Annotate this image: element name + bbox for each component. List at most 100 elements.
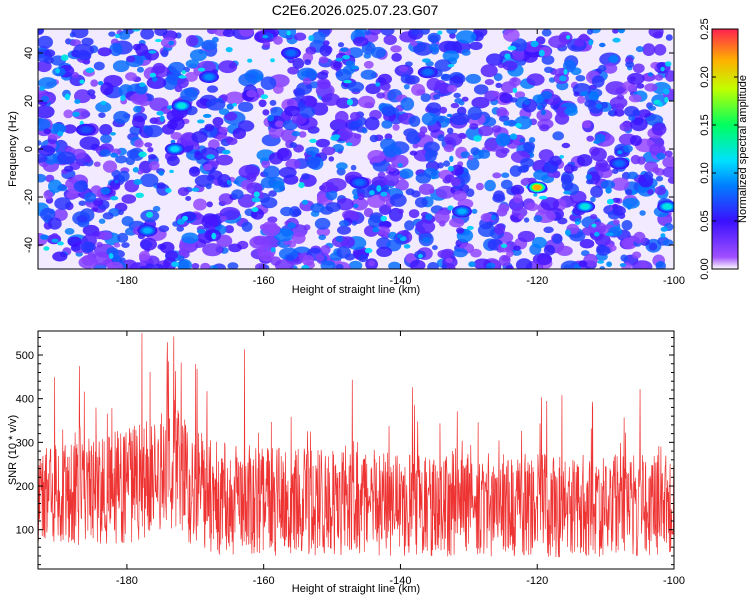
heatmap-speckle <box>130 92 148 105</box>
heatmap-speckle <box>224 225 234 234</box>
heatmap-speckle <box>120 95 126 102</box>
heatmap-speckle <box>316 71 329 80</box>
bottom-x-ticks: -180 -160 -140 -120 -100 <box>116 331 685 587</box>
x-tick-label: -100 <box>663 575 685 587</box>
heatmap-speckle <box>168 40 175 46</box>
heatmap-speckle <box>517 230 536 243</box>
heatmap-speckle <box>605 187 612 194</box>
heatmap-speckle <box>154 38 162 43</box>
colorbar-tick-label: 0.15 <box>699 114 711 135</box>
heatmap-speckle <box>140 29 155 40</box>
heatmap-speckle <box>432 94 441 100</box>
heatmap-speckle <box>310 203 325 213</box>
heatmap-speckle <box>201 39 218 51</box>
heatmap-speckle <box>348 260 363 269</box>
y-tick-label: 100 <box>16 525 34 537</box>
heatmap-speckle <box>631 189 637 195</box>
heatmap-speckle <box>83 192 97 203</box>
heatmap-speckle <box>319 44 332 57</box>
heatmap-speckle <box>500 179 513 190</box>
heatmap-speckle <box>151 76 158 82</box>
heatmap-speckle <box>345 60 356 68</box>
y-tick-label: 300 <box>16 437 34 449</box>
heatmap-speckle <box>252 236 266 246</box>
heatmap-speckle <box>321 146 336 156</box>
colorbar-title: Normalized spectral amplitude <box>737 75 749 223</box>
heatmap-speckle <box>625 61 635 68</box>
heatmap-speckle <box>78 200 87 206</box>
heatmap-speckle <box>469 41 483 51</box>
heatmap-speckle <box>593 140 601 144</box>
heatmap-speckle <box>108 31 116 37</box>
heatmap-speckle <box>335 57 343 62</box>
heatmap-speckle <box>417 253 423 259</box>
heatmap-speckle <box>318 56 329 64</box>
heatmap-speckle <box>621 237 638 250</box>
heatmap-speckle <box>43 246 50 251</box>
heatmap-speckle <box>317 79 331 90</box>
heatmap-speckle <box>93 61 105 71</box>
heatmap-peaks <box>75 47 674 237</box>
heatmap-speckle <box>226 103 234 110</box>
heatmap-speckle <box>218 126 229 134</box>
heatmap-speckle <box>650 145 660 153</box>
heatmap-speckle <box>57 241 64 246</box>
heatmap-speckle <box>370 46 387 59</box>
heatmap-speckle <box>561 142 571 149</box>
heatmap-speckle <box>148 50 157 54</box>
heatmap-speckle <box>156 111 164 116</box>
heatmap-speckle <box>627 171 639 180</box>
heatmap-peak <box>137 224 158 237</box>
heatmap-y-axis-title: Frequency (Hz) <box>7 111 19 187</box>
heatmap-speckle <box>149 72 157 78</box>
heatmap-speckle <box>523 99 531 105</box>
heatmap-speckle <box>76 215 88 223</box>
heatmap-speckle <box>449 75 464 88</box>
heatmap-speckle <box>376 185 382 192</box>
y-tick-label: 200 <box>16 481 34 493</box>
heatmap-speckle <box>261 159 271 169</box>
heatmap-speckle <box>54 197 72 210</box>
heatmap-speckle <box>381 120 393 129</box>
heatmap-speckle <box>432 245 438 251</box>
heatmap-speckle <box>225 47 233 53</box>
heatmap-speckle <box>87 89 96 96</box>
heatmap-speckle <box>404 220 415 231</box>
top-x-ticks: -180 -160 -140 -120 -100 <box>116 29 685 287</box>
heatmap-speckle <box>176 225 184 232</box>
heatmap-speckle <box>405 188 415 196</box>
heatmap-speckle <box>241 221 253 232</box>
heatmap-speckle <box>541 29 552 37</box>
heatmap-speckle <box>177 218 185 225</box>
heatmap-speckle <box>220 215 227 222</box>
x-tick-label: -120 <box>526 275 548 287</box>
heatmap-speckle <box>138 250 151 261</box>
heatmap-speckle <box>380 138 396 151</box>
heatmap-speckle <box>647 72 654 77</box>
heatmap-speckle <box>600 102 609 109</box>
heatmap-speckle <box>499 92 513 104</box>
heatmap-speckle <box>498 254 511 267</box>
heatmap-speckle <box>64 93 71 101</box>
heatmap-speckle <box>563 190 571 195</box>
heatmap-speckle <box>280 206 294 217</box>
heatmap-speckle <box>273 36 283 45</box>
heatmap-speckle <box>98 112 106 118</box>
heatmap-speckle <box>664 150 673 158</box>
heatmap-speckle <box>509 133 518 140</box>
heatmap-speckle <box>667 176 674 184</box>
heatmap-speckle <box>185 59 200 69</box>
heatmap-speckle <box>447 165 454 172</box>
heatmap-speckle <box>380 29 395 36</box>
heatmap-speckle <box>449 155 454 163</box>
heatmap-speckle <box>511 207 528 218</box>
bottom-y-ticks: 100 200 300 400 500 <box>16 337 674 566</box>
heatmap-speckle <box>169 169 174 174</box>
heatmap-speckle <box>597 260 605 264</box>
heatmap-speckle <box>458 132 467 139</box>
heatmap-speckle <box>563 69 568 75</box>
heatmap-speckle <box>215 154 233 166</box>
heatmap-speckle <box>363 60 374 69</box>
heatmap-speckle <box>418 131 426 139</box>
heatmap-speckle <box>184 71 198 82</box>
